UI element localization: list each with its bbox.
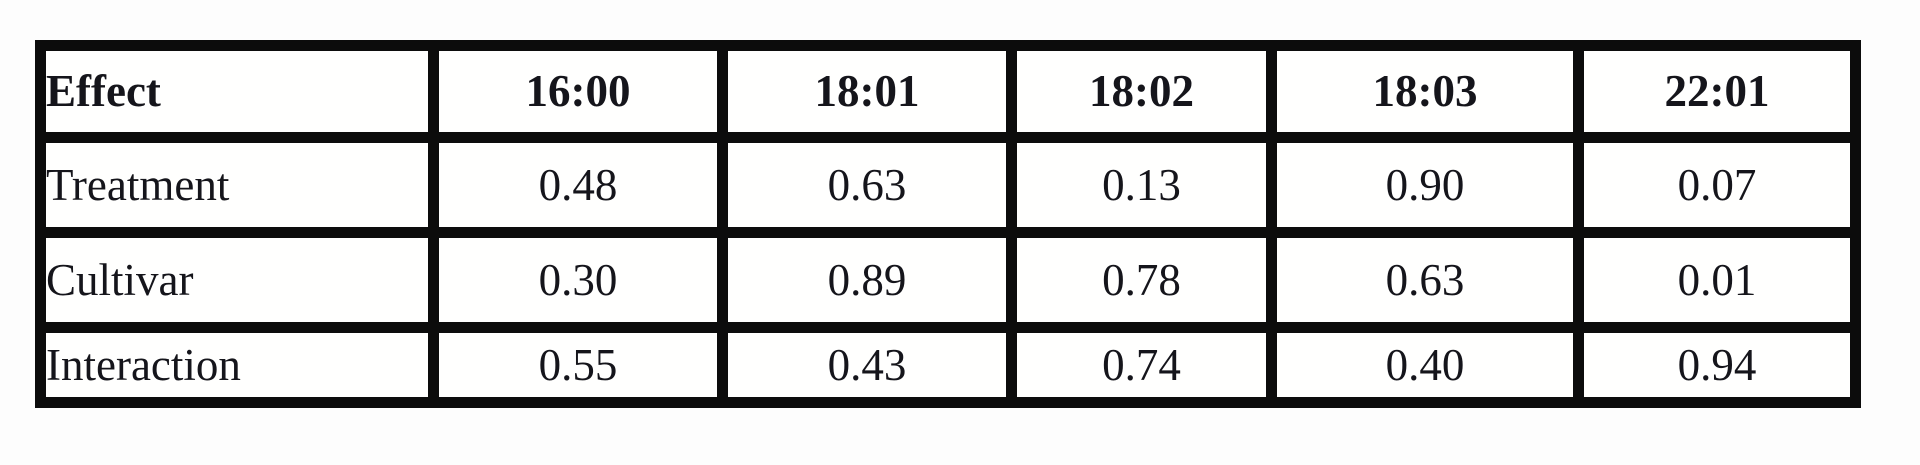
cell-treatment-22-01: 0.07 xyxy=(1573,132,1861,238)
table-row-interaction: Interaction 0.55 0.43 0.74 0.40 0.94 xyxy=(35,322,1861,408)
cell-cultivar-18-02: 0.78 xyxy=(1006,227,1277,333)
cell-cultivar-16-00: 0.30 xyxy=(428,227,728,333)
row-label-cultivar: Cultivar xyxy=(35,227,439,333)
cell-cultivar-22-01: 0.01 xyxy=(1573,227,1861,333)
header-cell-effect: Effect xyxy=(35,40,439,143)
table-row-treatment: Treatment 0.48 0.63 0.13 0.90 0.07 xyxy=(35,132,1861,238)
cell-interaction-18-02: 0.74 xyxy=(1006,322,1277,408)
header-cell-22-01: 22:01 xyxy=(1573,40,1861,143)
row-label-interaction: Interaction xyxy=(35,322,439,408)
cell-cultivar-18-01: 0.89 xyxy=(717,227,1017,333)
cell-treatment-18-01: 0.63 xyxy=(717,132,1017,238)
table-row-cultivar: Cultivar 0.30 0.89 0.78 0.63 0.01 xyxy=(35,227,1861,333)
header-cell-18-03: 18:03 xyxy=(1266,40,1584,143)
cell-interaction-22-01: 0.94 xyxy=(1573,322,1861,408)
cell-treatment-18-02: 0.13 xyxy=(1006,132,1277,238)
cell-interaction-18-03: 0.40 xyxy=(1266,322,1584,408)
cell-cultivar-18-03: 0.63 xyxy=(1266,227,1584,333)
effects-pvalue-table: Effect 16:00 18:01 18:02 18:03 22:01 Tre… xyxy=(35,40,1861,408)
cell-treatment-18-03: 0.90 xyxy=(1266,132,1584,238)
cell-interaction-18-01: 0.43 xyxy=(717,322,1017,408)
row-label-treatment: Treatment xyxy=(35,132,439,238)
header-cell-18-01: 18:01 xyxy=(717,40,1017,143)
cell-interaction-16-00: 0.55 xyxy=(428,322,728,408)
cell-treatment-16-00: 0.48 xyxy=(428,132,728,238)
table-header-row: Effect 16:00 18:01 18:02 18:03 22:01 xyxy=(35,40,1861,143)
header-cell-16-00: 16:00 xyxy=(428,40,728,143)
header-cell-18-02: 18:02 xyxy=(1006,40,1277,143)
